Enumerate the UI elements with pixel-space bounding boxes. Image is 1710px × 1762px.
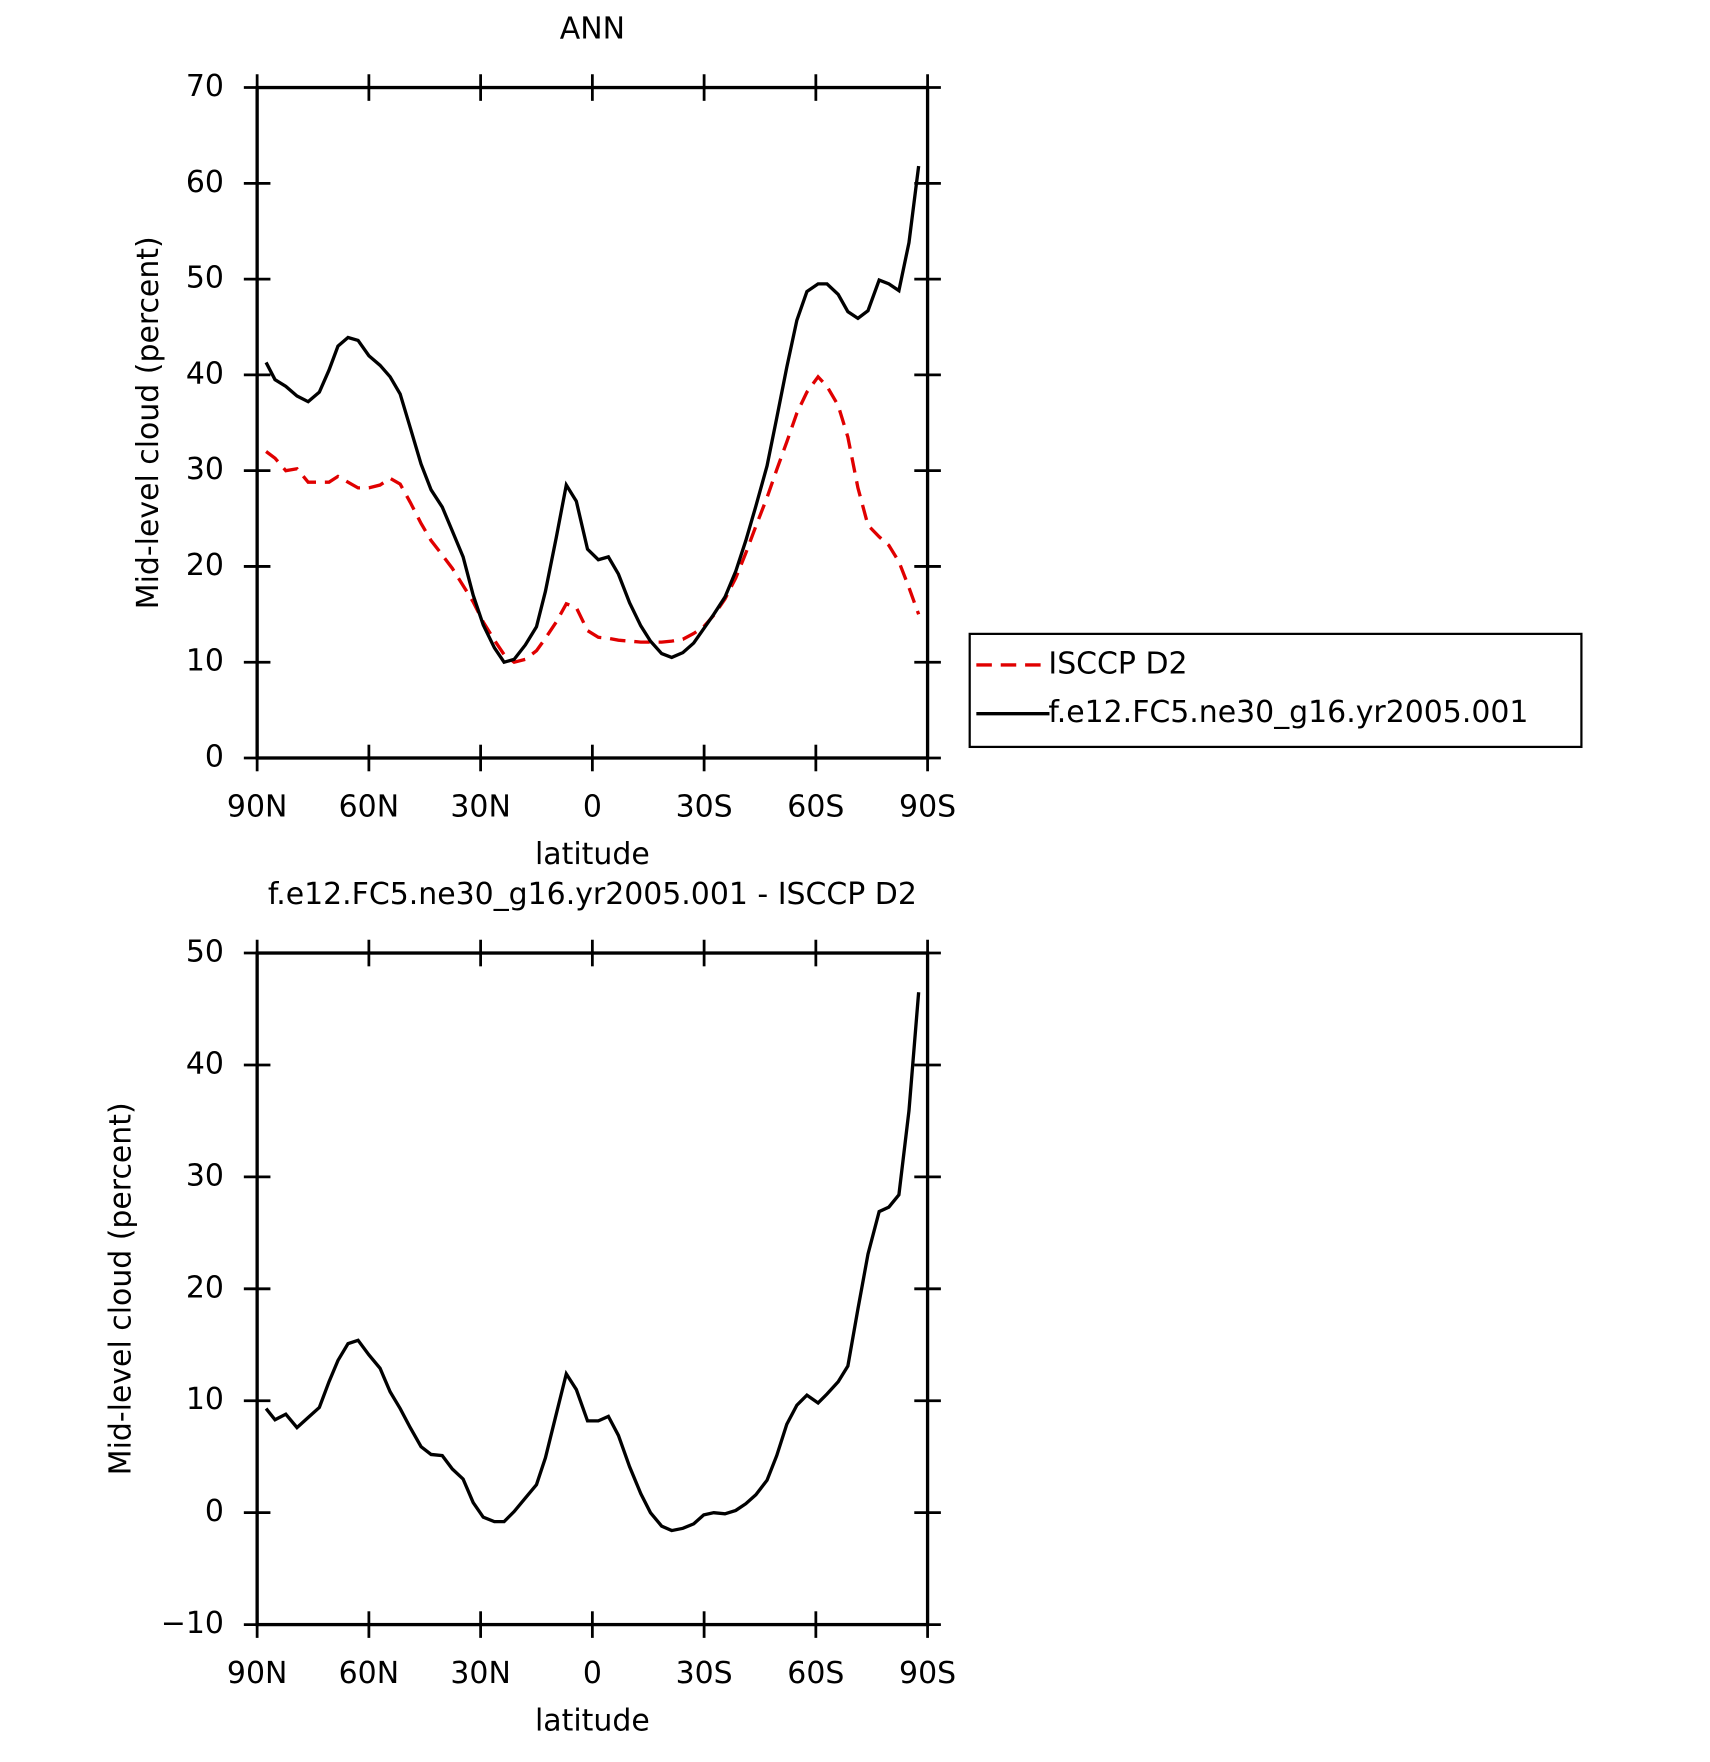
y-tick-label: 40 xyxy=(186,1046,224,1081)
y-tick-label: 30 xyxy=(186,452,224,487)
y-tick-label: 50 xyxy=(186,261,224,296)
y-axis-label: Mid-level cloud (percent) xyxy=(131,236,166,609)
x-tick-label: 90N xyxy=(227,1656,287,1691)
x-tick-label: 90N xyxy=(227,789,287,824)
y-tick-label: 60 xyxy=(186,165,224,200)
data-line xyxy=(264,992,921,1533)
y-tick-label: 20 xyxy=(186,1270,224,1305)
plot-frame xyxy=(255,85,930,760)
y-axis-label: Mid-level cloud (percent) xyxy=(103,1102,138,1475)
x-tick-label: 90S xyxy=(899,789,956,824)
x-tick-label: 60S xyxy=(787,789,844,824)
legend-label: f.e12.FC5.ne30_g16.yr2005.001 xyxy=(1048,695,1528,730)
data-line xyxy=(265,374,921,665)
x-axis-label: latitude xyxy=(535,1704,650,1739)
x-tick-label: 30S xyxy=(676,1656,733,1691)
data-line xyxy=(264,165,921,665)
y-tick-label: 0 xyxy=(205,739,224,774)
y-tick-label: 70 xyxy=(186,69,224,104)
x-tick-label: 60S xyxy=(787,1656,844,1691)
x-tick-label: 0 xyxy=(583,1656,602,1691)
y-tick-label: 0 xyxy=(205,1494,224,1529)
y-tick-label: −10 xyxy=(161,1606,224,1641)
x-tick-label: 30S xyxy=(676,789,733,824)
x-axis-label: latitude xyxy=(535,837,650,872)
x-tick-label: 30N xyxy=(450,789,510,824)
y-tick-label: 10 xyxy=(186,644,224,679)
x-tick-label: 60N xyxy=(339,789,399,824)
plot-frame xyxy=(255,951,930,1627)
x-tick-label: 60N xyxy=(339,1656,399,1691)
chart-title: ANN xyxy=(560,11,625,46)
y-tick-label: 20 xyxy=(186,548,224,583)
legend-box xyxy=(968,632,1583,749)
x-tick-label: 0 xyxy=(583,789,602,824)
y-tick-label: 50 xyxy=(186,935,224,970)
x-tick-label: 30N xyxy=(450,1656,510,1691)
y-tick-label: 40 xyxy=(186,356,224,391)
legend-label: ISCCP D2 xyxy=(1048,646,1187,681)
y-tick-label: 30 xyxy=(186,1158,224,1193)
chart-title: f.e12.FC5.ne30_g16.yr2005.001 - ISCCP D2 xyxy=(268,877,917,912)
x-tick-label: 90S xyxy=(899,1656,956,1691)
y-tick-label: 10 xyxy=(186,1382,224,1417)
